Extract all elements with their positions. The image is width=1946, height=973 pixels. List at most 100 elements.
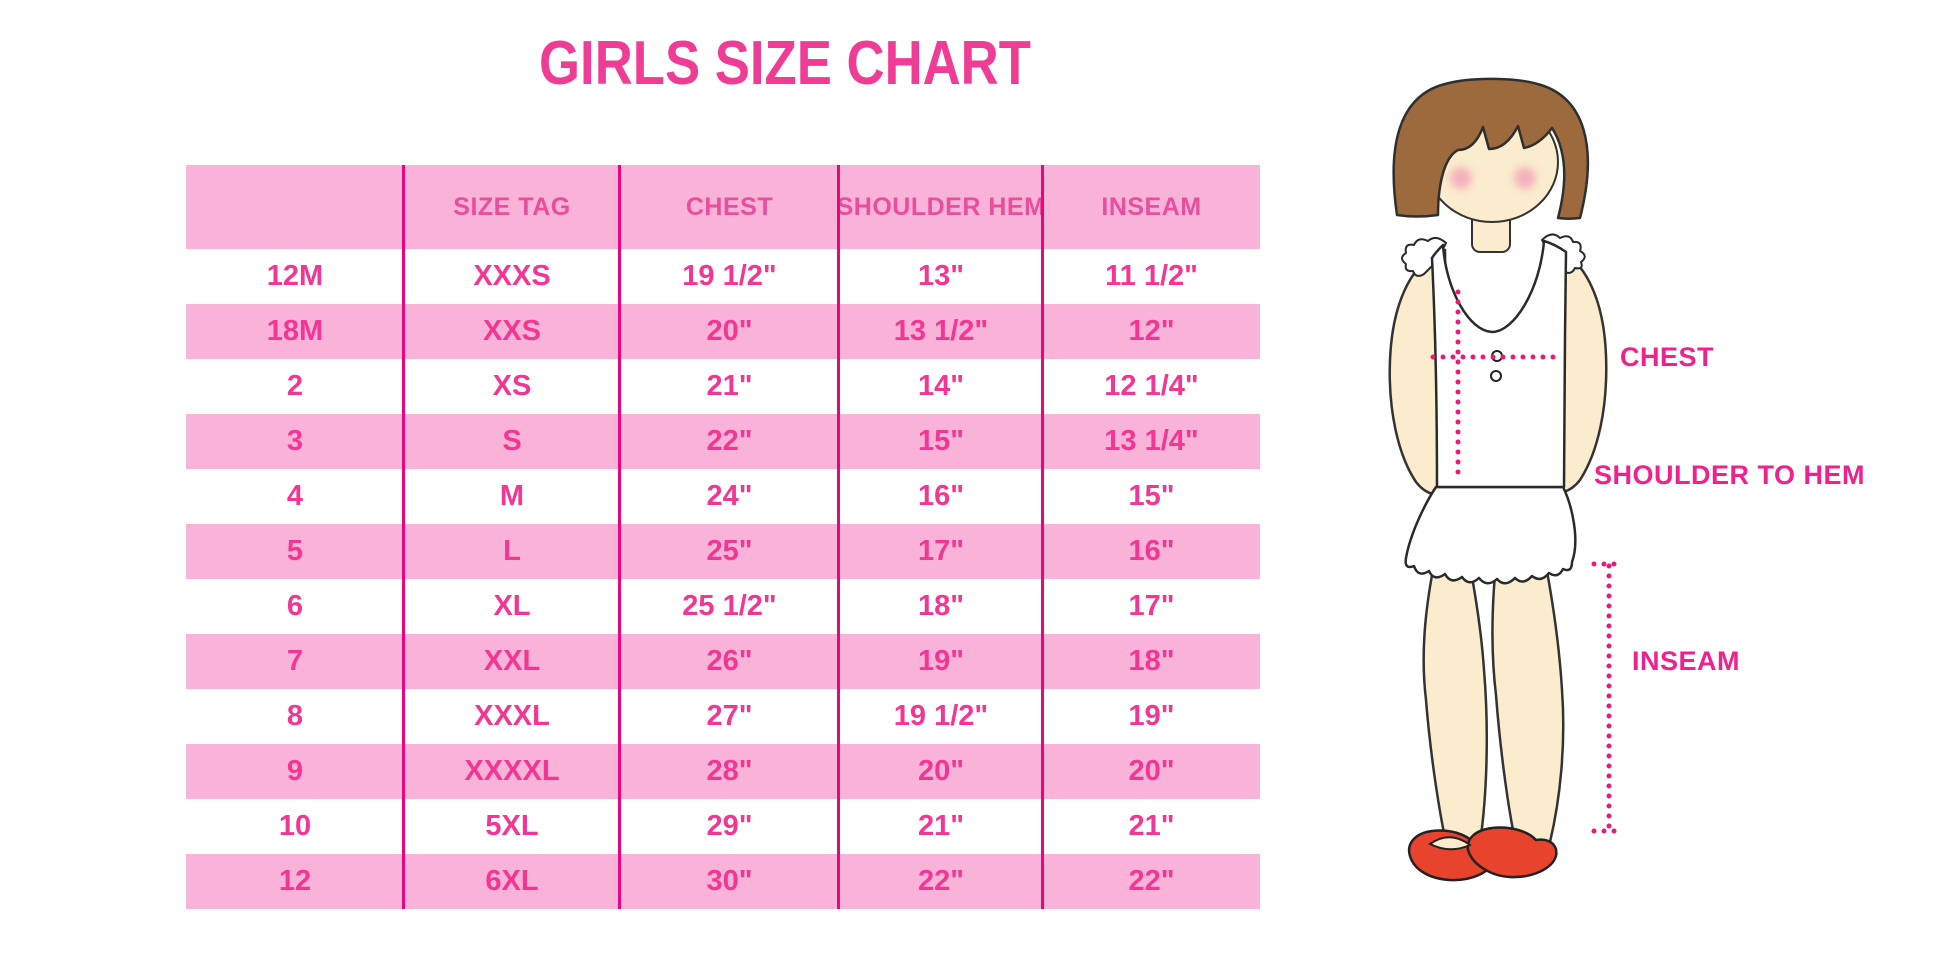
table-row: 9 XXXXL 28" 20" 20": [186, 744, 1260, 799]
left-cheek-blush: [1450, 167, 1472, 189]
column-divider: [618, 165, 621, 909]
measurement-cell: 27": [706, 700, 753, 732]
measurement-cell: 22": [917, 865, 964, 897]
column-divider: [837, 165, 840, 909]
measurement-cell: 13 1/4": [1104, 425, 1199, 457]
table-row: 7 XXL 26" 19" 18": [186, 634, 1260, 689]
size-cell: 4: [286, 480, 304, 512]
table-row: 6 XL 25 1/2" 18" 17": [186, 579, 1260, 634]
measurement-cell: 20": [706, 315, 753, 347]
measurement-cell: 24": [706, 480, 753, 512]
measurement-cell: 25": [706, 535, 753, 567]
measurement-cell: 19 1/2": [893, 700, 989, 732]
measurement-cell: XXL: [483, 645, 541, 677]
measurement-cell: M: [499, 480, 525, 512]
measurement-cell: 15": [917, 425, 964, 457]
table-row: 18M XXS 20" 13 1/2" 12": [186, 304, 1260, 359]
table-body: 12M XXXS 19 1/2" 13" 11 1/2" 18M XXS 20" 13 1/2"…: [186, 249, 1260, 909]
table-row: 5 L 25" 17" 16": [186, 524, 1260, 579]
size-cell: 9: [286, 755, 304, 787]
measurement-cell: 18": [1128, 645, 1175, 677]
measurement-cell: 16": [1128, 535, 1175, 567]
size-cell: 3: [286, 425, 304, 457]
page-title: GIRLS SIZE CHART: [539, 29, 1031, 98]
size-cell: 2: [286, 370, 304, 402]
measurement-cell: 29": [706, 810, 753, 842]
column-header: CHEST: [685, 192, 774, 221]
measurement-cell: 21": [917, 810, 964, 842]
measurement-cell: XL: [493, 590, 531, 622]
column-header: SIZE TAG: [453, 192, 571, 221]
table-row: 12 6XL 30" 22" 22": [186, 854, 1260, 909]
table-row: 3 S 22" 15" 13 1/4": [186, 414, 1260, 469]
measurement-cell: 19": [1128, 700, 1175, 732]
girl-right-shoe: [1466, 826, 1558, 879]
girl-hair: [1392, 77, 1590, 220]
column-divider: [1041, 165, 1044, 909]
measurement-cell: 12": [1128, 315, 1175, 347]
measurement-cell: 20": [1128, 755, 1175, 787]
measurement-cell: S: [502, 425, 522, 457]
table-row: 10 5XL 29" 21" 21": [186, 799, 1260, 854]
measurement-cell: 21": [706, 370, 753, 402]
measurement-cell: 22": [1128, 865, 1175, 897]
measurement-cell: 12 1/4": [1104, 370, 1199, 402]
inseam-annotation-label: INSEAM: [1632, 646, 1741, 676]
column-header: INSEAM: [1101, 192, 1202, 221]
size-table: SIZE TAG CHEST SHOULDER HEM INSEAM 12M XXXS 1…: [186, 165, 1260, 909]
measurement-cell: 14": [917, 370, 964, 402]
girl-right-leg: [1491, 543, 1565, 847]
measurement-cell: XXXL: [474, 700, 550, 732]
bodice-button: [1490, 370, 1502, 382]
measurement-cell: 18": [917, 590, 964, 622]
measurement-cell: 19 1/2": [682, 260, 777, 292]
measurement-cell: 26": [706, 645, 753, 677]
size-cell: 12M: [266, 260, 324, 292]
table-row: 12M XXXS 19 1/2" 13" 11 1/2": [186, 249, 1260, 304]
size-cell: 8: [286, 700, 304, 732]
measurement-cell: 11 1/2": [1105, 260, 1198, 292]
size-cell: 7: [286, 645, 304, 677]
measurement-cell: 6XL: [485, 865, 539, 897]
measurement-cell: 17": [917, 535, 964, 567]
table-row: 8 XXXL 27" 19 1/2" 19": [186, 689, 1260, 744]
table-row: 4 M 24" 16" 15": [186, 469, 1260, 524]
measurement-cell: 19": [917, 645, 964, 677]
measurement-cell: XXXS: [473, 260, 551, 292]
measurement-cell: 22": [706, 425, 753, 457]
measurement-cell: XXS: [482, 315, 542, 347]
column-header: SHOULDER HEM: [836, 192, 1046, 221]
measurement-cell: 21": [1128, 810, 1175, 842]
size-cell: 12: [278, 865, 312, 897]
measurement-cell: 15": [1128, 480, 1175, 512]
right-cheek-blush: [1514, 167, 1536, 189]
shoulder-to-hem-annotation-label: SHOULDER TO HEM: [1594, 460, 1866, 490]
measurement-cell: 16": [917, 480, 964, 512]
size-cell: 5: [286, 535, 304, 567]
size-cell: 6: [286, 590, 304, 622]
size-cell: 18M: [266, 315, 324, 347]
measurement-cell: 17": [1128, 590, 1175, 622]
measurement-cell: L: [503, 535, 521, 567]
measurement-cell: 25 1/2": [682, 590, 777, 622]
girl-bodice: [1430, 239, 1568, 489]
measurement-cell: 20": [917, 755, 964, 787]
left-shoe-opening: [1428, 836, 1472, 851]
column-divider: [402, 165, 405, 909]
measurement-cell: 30": [706, 865, 753, 897]
measurement-cell: 13": [917, 260, 964, 292]
girl-skirt: [1404, 485, 1577, 585]
measurement-cell: 5XL: [485, 810, 539, 842]
measurement-cell: XXXXL: [464, 755, 560, 787]
table-header-row: SIZE TAG CHEST SHOULDER HEM INSEAM: [186, 165, 1260, 249]
measurement-cell: 28": [706, 755, 753, 787]
left-shoulder-frill: [1401, 237, 1447, 277]
table-row: 2 XS 21" 14" 12 1/4": [186, 359, 1260, 414]
measurement-cell: XS: [492, 370, 532, 402]
measurement-cell: 13 1/2": [893, 315, 989, 347]
chest-annotation-label: CHEST: [1620, 342, 1715, 372]
girl-left-leg: [1422, 543, 1489, 845]
size-cell: 10: [278, 810, 312, 842]
